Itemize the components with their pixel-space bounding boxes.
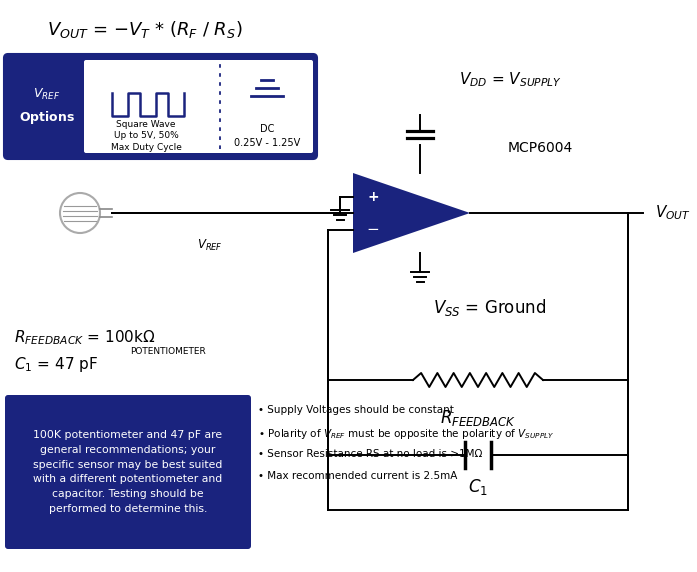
Text: • Sensor Resistance RS at no load is >1MΩ: • Sensor Resistance RS at no load is >1M…	[258, 449, 482, 459]
Text: $R_{FEEDBACK}$ = 100k$\Omega$: $R_{FEEDBACK}$ = 100k$\Omega$	[14, 329, 155, 347]
Text: +: +	[367, 190, 378, 204]
FancyBboxPatch shape	[4, 54, 317, 159]
Text: • Polarity of $V_{REF}$ must be opposite the polarity of $V_{SUPPLY}$: • Polarity of $V_{REF}$ must be opposite…	[258, 427, 555, 441]
Text: Square Wave
Up to 5V, 50%
Max Duty Cycle: Square Wave Up to 5V, 50% Max Duty Cycle	[111, 120, 181, 152]
FancyBboxPatch shape	[5, 395, 251, 549]
Text: $C_{1}$: $C_{1}$	[468, 477, 488, 497]
Text: $V_{OUT}$ = $-V_{T}$ * $(R_{F}$ / $R_{S})$: $V_{OUT}$ = $-V_{T}$ * $(R_{F}$ / $R_{S}…	[47, 19, 243, 41]
Text: • Max recommended current is 2.5mA: • Max recommended current is 2.5mA	[258, 471, 457, 481]
Text: POTENTIOMETER: POTENTIOMETER	[130, 348, 206, 356]
Text: −: −	[367, 223, 379, 237]
Text: $C_{1}$ = 47 pF: $C_{1}$ = 47 pF	[14, 356, 98, 375]
Text: $V_{REF}$: $V_{REF}$	[197, 237, 223, 253]
Text: 100K potentiometer and 47 pF are
general recommendations; your
specific sensor m: 100K potentiometer and 47 pF are general…	[33, 430, 222, 514]
Polygon shape	[353, 173, 470, 253]
Text: MCP6004: MCP6004	[507, 141, 573, 155]
Text: $V_{DD}$ = $V_{SUPPLY}$: $V_{DD}$ = $V_{SUPPLY}$	[459, 71, 561, 89]
Text: • Supply Voltages should be constant: • Supply Voltages should be constant	[258, 405, 454, 415]
Text: DC
0.25V - 1.25V: DC 0.25V - 1.25V	[234, 124, 300, 148]
Text: $V_{SS}$ = Ground: $V_{SS}$ = Ground	[434, 297, 546, 319]
Text: $V_{REF}$
$\bf{Options}$: $V_{REF}$ $\bf{Options}$	[19, 87, 75, 126]
Text: $R_{FEEDBACK}$: $R_{FEEDBACK}$	[440, 408, 516, 428]
FancyBboxPatch shape	[84, 60, 313, 153]
Text: $V_{OUT}$: $V_{OUT}$	[655, 204, 691, 223]
